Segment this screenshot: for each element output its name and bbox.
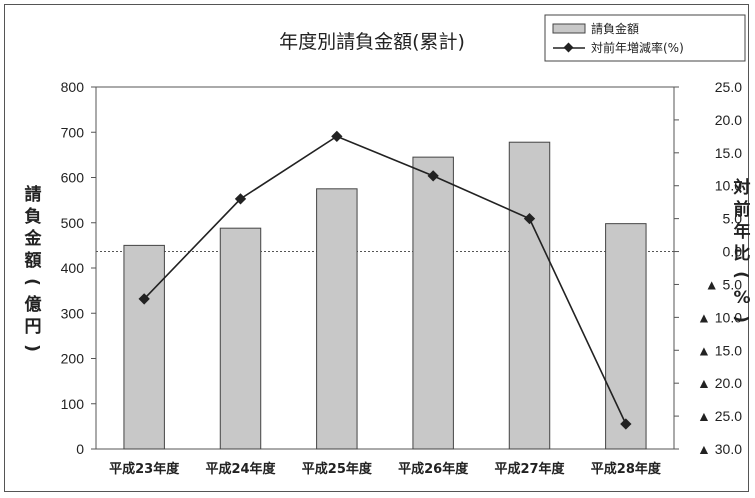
bar xyxy=(605,223,647,450)
axis-label-char: 対 xyxy=(733,177,751,198)
left-tick-label: 200 xyxy=(61,351,85,367)
category-label: 平成25年度 xyxy=(302,461,373,477)
plot-area xyxy=(95,86,675,450)
axis-label-char: 請 xyxy=(25,184,42,205)
axis-label-char: 負 xyxy=(25,207,42,227)
left-tick-label: 400 xyxy=(61,260,85,276)
legend-bar-label: 請負金額 xyxy=(591,21,639,36)
legend-line-label: 対前年増減率(%) xyxy=(591,40,684,55)
axis-label-char: ) xyxy=(731,315,751,323)
legend-bar-swatch xyxy=(552,23,586,34)
right-tick-label: ▲ 15.0 xyxy=(697,342,742,358)
bar xyxy=(219,227,262,450)
left-axis-ticks: 0 100 200 300 400 500 600 700 800 xyxy=(61,79,96,457)
chart-title: 年度別請負金額(累計) xyxy=(279,31,465,53)
left-tick-label: 700 xyxy=(61,124,85,140)
right-tick-label: 20.0 xyxy=(715,112,742,128)
left-tick-label: 0 xyxy=(76,441,84,457)
left-axis-label: 請負金額 ( 億円) xyxy=(22,184,43,352)
left-tick-label: 300 xyxy=(61,305,85,321)
line-point xyxy=(234,193,247,205)
axis-label-char: 額 xyxy=(24,250,42,271)
category-label: 平成28年度 xyxy=(591,461,662,477)
line-point xyxy=(138,293,150,305)
line-point xyxy=(620,418,632,430)
right-tick-label: 5.0 xyxy=(723,211,743,227)
right-tick-label: 10.0 xyxy=(715,178,742,194)
category-label: 平成23年度 xyxy=(109,461,180,477)
legend: 請負金額 対前年増減率(%) xyxy=(544,14,746,62)
left-tick-label: 100 xyxy=(61,396,85,412)
right-tick-label: 0.0 xyxy=(723,244,743,260)
left-tick-label: 500 xyxy=(61,215,85,231)
axis-label-char: 年 xyxy=(734,221,751,242)
axis-label-char: % xyxy=(733,288,750,308)
category-label: 平成27年度 xyxy=(494,461,565,477)
right-tick-label: ▲ 10.0 xyxy=(697,309,742,325)
right-tick-label: ▲ 30.0 xyxy=(697,441,742,457)
bar xyxy=(316,188,358,450)
legend-line-marker xyxy=(563,42,574,53)
category-label: 平成24年度 xyxy=(205,461,276,477)
right-tick-label: ▲ 25.0 xyxy=(697,408,742,424)
line-point xyxy=(331,130,343,143)
axis-label-char: 比 xyxy=(734,243,751,264)
axis-label-char: 億 xyxy=(25,294,42,315)
line-point xyxy=(427,170,439,182)
line-path xyxy=(143,135,627,425)
axis-label-char: ) xyxy=(22,344,42,352)
category-labels: 平成23年度 平成24年度 平成25年度 平成26年度 平成27年度 平成28年度 xyxy=(109,461,662,477)
axis-label-char: ( xyxy=(22,278,42,286)
axis-label-char: 金 xyxy=(24,228,43,249)
right-tick-label: 25.0 xyxy=(715,79,742,95)
line-point xyxy=(523,212,536,225)
left-tick-label: 600 xyxy=(61,170,85,186)
bar-series xyxy=(123,141,647,450)
right-tick-label: ▲ 5.0 xyxy=(705,276,742,292)
bar xyxy=(123,244,165,450)
legend-box xyxy=(544,14,746,62)
axis-label-char: 前 xyxy=(734,199,751,220)
category-label: 平成26年度 xyxy=(398,461,469,477)
bar xyxy=(412,156,454,450)
left-tick-label: 800 xyxy=(61,79,85,95)
axis-label-char: ( xyxy=(731,271,751,279)
axis-label-char: 円 xyxy=(25,317,42,337)
right-tick-label: ▲ 20.0 xyxy=(697,375,742,391)
right-axis-ticks: 25.0 20.0 15.0 10.0 5.0 0.0 ▲ 5.0 ▲ 10.0 ▲ 15.0 ▲… xyxy=(674,79,742,457)
bar xyxy=(508,141,551,450)
line-series xyxy=(138,130,632,430)
right-tick-label: 15.0 xyxy=(715,145,742,161)
